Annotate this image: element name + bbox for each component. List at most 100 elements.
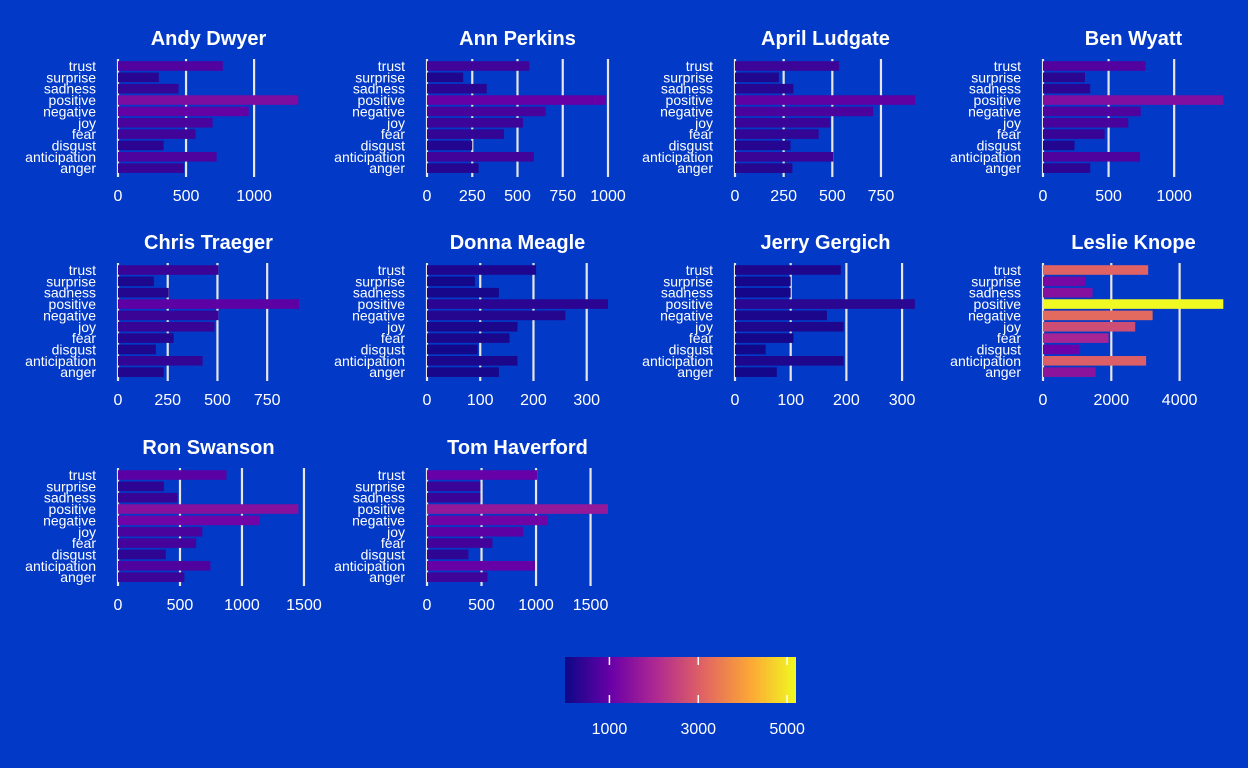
category-label: sadness (661, 81, 713, 97)
panel-title: Tom Haverford (447, 437, 588, 459)
panel: Jerry Gergich trustsurprisesadnesspositiv… (642, 232, 915, 409)
bar (735, 344, 766, 355)
bar (427, 299, 608, 309)
bar (118, 538, 197, 548)
category-label: disgust (361, 341, 405, 357)
category-label: anticipation (334, 353, 405, 369)
category-label: fear (689, 330, 713, 346)
category-label: negative (352, 307, 405, 323)
bar (735, 72, 779, 83)
panel: Tom Haverford trustsurprisesadnesspositiv… (334, 437, 608, 614)
x-tick-label: 750 (254, 392, 281, 409)
x-tick-label: 500 (167, 597, 194, 614)
x-tick-label: 500 (1095, 188, 1122, 205)
x-tick-label: 500 (504, 188, 531, 205)
bar (1043, 287, 1093, 298)
bar (735, 265, 841, 275)
bar (1043, 163, 1091, 173)
x-tick-label: 750 (549, 188, 576, 205)
category-label: surprise (971, 69, 1021, 85)
bar (427, 140, 473, 151)
category-label: sadness (969, 81, 1021, 97)
category-label: positive (49, 501, 97, 517)
bar (735, 276, 791, 287)
category-label: anger (369, 364, 405, 380)
bar (427, 356, 518, 366)
bar (735, 310, 827, 321)
category-label: negative (43, 103, 96, 119)
bar (118, 526, 203, 537)
category-label: anticipation (334, 149, 405, 165)
bar (1043, 83, 1091, 94)
bar (118, 481, 164, 492)
legend-tick-label: 5000 (769, 721, 805, 738)
category-label: disgust (52, 546, 96, 562)
color-legend: 1000 3000 5000 (565, 657, 805, 738)
category-label: trust (378, 467, 405, 483)
bar (118, 572, 185, 582)
panel: Donna Meagle trustsurprisesadnesspositive… (334, 232, 608, 409)
bar (118, 515, 260, 526)
bar (1043, 344, 1080, 355)
category-label: sadness (44, 490, 96, 506)
x-tick-label: 2000 (1094, 392, 1130, 409)
x-tick-label: 0 (114, 597, 123, 614)
category-label: trust (994, 262, 1021, 278)
bar (735, 321, 844, 332)
facet-panels: Andy Dwyertrustsurprisesadnesspositivene… (25, 28, 1224, 614)
category-label: positive (974, 296, 1022, 312)
bar (118, 140, 164, 151)
bar (735, 106, 874, 117)
x-tick-label: 100 (777, 392, 804, 409)
legend-tick-label: 1000 (592, 721, 628, 738)
category-label: positive (666, 92, 714, 108)
bar (118, 549, 166, 560)
category-label: positive (974, 92, 1022, 108)
category-label: joy (1002, 115, 1021, 131)
bar (1043, 72, 1085, 83)
x-tick-label: 1000 (590, 188, 626, 205)
bar (427, 470, 538, 480)
panel-title: Chris Traeger (144, 232, 273, 254)
bar (1043, 140, 1075, 151)
bar (735, 61, 840, 71)
category-label: surprise (663, 69, 713, 85)
panel: Andy Dwyer trustsurprisesadnesspositivene… (25, 28, 299, 205)
x-tick-label: 1000 (1156, 188, 1192, 205)
x-tick-label: 1500 (573, 597, 609, 614)
category-label: joy (694, 115, 713, 131)
bar (427, 265, 537, 275)
bar (1043, 95, 1224, 105)
x-tick-label: 250 (770, 188, 797, 205)
bar (427, 344, 478, 355)
bar (1043, 299, 1224, 309)
bar (118, 367, 164, 377)
category-label: surprise (46, 273, 96, 289)
category-label: trust (69, 467, 96, 483)
bar (118, 152, 217, 162)
bar (427, 526, 523, 537)
category-label: fear (72, 126, 96, 142)
category-label: negative (43, 307, 96, 323)
category-label: anger (677, 364, 713, 380)
category-label: anticipation (25, 558, 96, 574)
bar (427, 321, 518, 332)
category-label: trust (686, 58, 713, 74)
x-tick-label: 250 (154, 392, 181, 409)
bar (118, 356, 203, 366)
bar (118, 83, 179, 94)
bar (1043, 310, 1153, 321)
bar (118, 470, 227, 480)
x-tick-label: 0 (1039, 392, 1048, 409)
category-label: disgust (977, 341, 1021, 357)
category-label: anger (60, 160, 96, 176)
bar (735, 287, 791, 298)
category-label: joy (386, 319, 405, 335)
bar (1043, 276, 1086, 287)
category-label: negative (968, 307, 1021, 323)
bar (427, 95, 607, 105)
category-label: trust (686, 262, 713, 278)
bar (427, 549, 469, 560)
category-label: trust (994, 58, 1021, 74)
category-label: anger (369, 160, 405, 176)
